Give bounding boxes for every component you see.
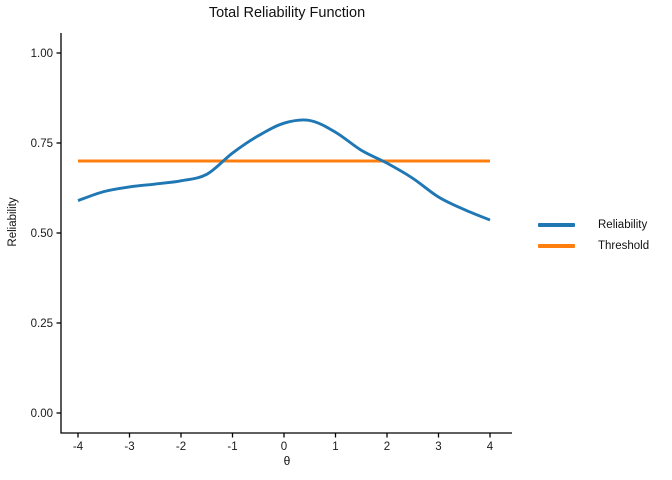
axis-lines	[60, 33, 512, 434]
legend-label-reliability: Reliability	[598, 219, 648, 231]
x-tick-label: 3	[435, 441, 441, 453]
threshold-line-swatch	[538, 244, 575, 248]
x-tick-label: 4	[487, 441, 494, 453]
legend-label-threshold: Threshold	[598, 240, 650, 252]
x-axis-label: θ	[283, 454, 291, 468]
y-tick-label: 1.00	[31, 48, 53, 60]
x-tick-label: 0	[281, 441, 287, 453]
x-tick-label: -4	[73, 441, 84, 453]
legend-item-threshold: Threshold	[538, 240, 649, 252]
reliability-curve	[77, 118, 491, 222]
x-tick-label: 2	[384, 441, 390, 453]
chart-title: Total Reliability Function	[208, 5, 366, 21]
x-tick-label: -2	[176, 441, 186, 453]
legend: Reliability Threshold	[538, 219, 649, 252]
x-tick-label: 1	[332, 441, 338, 453]
y-tick-label: 0.00	[31, 408, 53, 420]
y-tick-label: 0.25	[31, 318, 53, 330]
reliability-line-swatch	[538, 223, 575, 227]
y-tick-label: 0.50	[31, 228, 53, 240]
legend-item-reliability: Reliability	[538, 219, 649, 231]
y-tick-label: 0.75	[31, 138, 53, 150]
x-tick-label: -1	[227, 441, 237, 453]
x-tick-label: -3	[124, 441, 134, 453]
